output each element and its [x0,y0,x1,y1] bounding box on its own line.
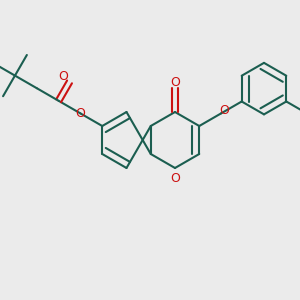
Text: O: O [170,172,180,184]
Text: O: O [170,76,180,89]
Text: O: O [219,104,229,117]
Text: O: O [76,107,85,120]
Text: O: O [58,70,68,83]
